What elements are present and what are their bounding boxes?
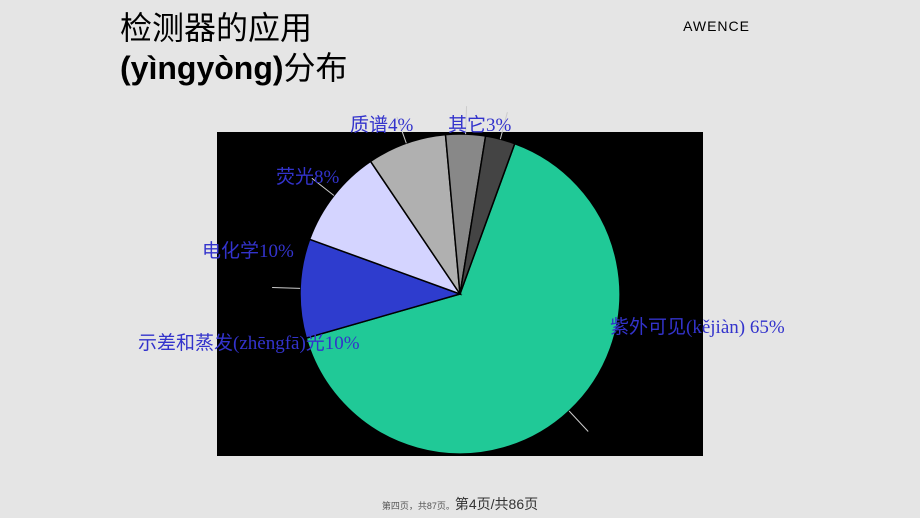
title-pinyin: (yìngyòng) (120, 50, 284, 86)
footer-main: 第4页/共86页 (455, 496, 538, 512)
label-fluor: 荧光8% (276, 162, 339, 189)
label-uv-vis: 紫外可见(kějiàn) 65% (610, 312, 785, 339)
title-line-2: (yìngyòng)分布 (120, 48, 348, 88)
page-footer: 第四页，共87页。第4页/共86页 (0, 494, 920, 514)
label-electro: 电化学10% (202, 236, 294, 263)
page-title: 检测器的应用 (yìngyòng)分布 (120, 8, 348, 88)
footer-small: 第四页，共87页。 (382, 501, 455, 511)
label-diff-evap: 示差和蒸发(zhēngfā)光10% (138, 328, 360, 355)
watermark: AWENCE (683, 18, 750, 34)
title-line-1: 检测器的应用 (120, 8, 348, 48)
label-ms: 质谱4% (350, 110, 413, 137)
label-other: 其它3% (448, 110, 511, 137)
title-rest: 分布 (284, 50, 348, 86)
